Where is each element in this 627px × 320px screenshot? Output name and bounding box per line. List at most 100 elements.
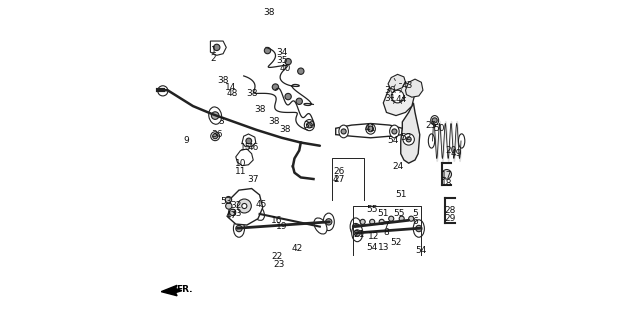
Text: 47: 47	[225, 211, 237, 220]
Text: 29: 29	[444, 214, 456, 223]
Text: 33: 33	[230, 209, 241, 219]
Ellipse shape	[352, 224, 363, 242]
Text: 45: 45	[255, 200, 267, 209]
Circle shape	[389, 216, 394, 221]
Text: 53: 53	[221, 197, 232, 206]
Text: 1: 1	[211, 46, 216, 55]
Circle shape	[211, 112, 219, 119]
Text: 15: 15	[240, 143, 251, 152]
Ellipse shape	[251, 204, 265, 220]
Text: 10: 10	[234, 159, 246, 168]
Circle shape	[409, 216, 414, 221]
Text: 44: 44	[395, 95, 406, 104]
Circle shape	[368, 126, 374, 132]
Text: 38: 38	[254, 105, 265, 114]
Circle shape	[158, 86, 168, 96]
Text: 24: 24	[392, 162, 403, 171]
Text: 21: 21	[354, 230, 365, 239]
Circle shape	[213, 134, 218, 139]
Text: 26: 26	[333, 167, 345, 176]
Text: 52: 52	[400, 133, 411, 142]
Text: 34: 34	[276, 48, 287, 57]
Text: 23: 23	[273, 260, 284, 269]
Polygon shape	[335, 124, 403, 138]
Text: 22: 22	[271, 252, 283, 261]
Circle shape	[352, 223, 359, 230]
Text: 17: 17	[441, 172, 453, 180]
Text: 54: 54	[387, 136, 399, 146]
Circle shape	[296, 98, 302, 105]
Circle shape	[307, 122, 312, 128]
Text: 48: 48	[227, 89, 238, 98]
Ellipse shape	[323, 213, 334, 231]
Text: 42: 42	[292, 244, 303, 253]
Text: 37: 37	[248, 174, 259, 184]
Circle shape	[214, 44, 220, 51]
Ellipse shape	[389, 125, 399, 138]
Text: 54: 54	[416, 246, 427, 255]
Ellipse shape	[413, 220, 424, 237]
Circle shape	[370, 219, 375, 224]
Text: 28: 28	[444, 206, 456, 215]
Polygon shape	[401, 103, 419, 163]
Text: 2: 2	[211, 54, 216, 63]
Text: 30: 30	[384, 86, 396, 95]
Ellipse shape	[458, 134, 465, 148]
Ellipse shape	[431, 116, 439, 125]
Circle shape	[406, 137, 411, 142]
Circle shape	[285, 93, 292, 100]
Ellipse shape	[314, 218, 327, 234]
Text: 52: 52	[390, 238, 402, 247]
Text: 5: 5	[412, 209, 418, 219]
Text: 38: 38	[268, 117, 280, 126]
Text: 35: 35	[276, 56, 288, 65]
Text: 16: 16	[271, 216, 283, 225]
Text: 54: 54	[367, 243, 378, 252]
Circle shape	[432, 118, 437, 123]
Text: 13: 13	[377, 243, 389, 252]
Circle shape	[325, 219, 332, 225]
Circle shape	[238, 199, 251, 213]
Text: 31: 31	[384, 94, 396, 103]
Text: 8: 8	[384, 228, 389, 237]
Circle shape	[442, 170, 451, 179]
Text: 20: 20	[446, 146, 457, 155]
Text: 27: 27	[333, 174, 345, 184]
Text: 3: 3	[219, 117, 224, 126]
Circle shape	[416, 225, 422, 232]
Text: 49: 49	[451, 149, 462, 158]
Circle shape	[341, 129, 346, 134]
Text: 40: 40	[279, 63, 291, 73]
Text: 7: 7	[384, 220, 389, 229]
Polygon shape	[383, 81, 415, 116]
Circle shape	[379, 219, 384, 224]
Text: FR.: FR.	[176, 285, 193, 294]
Text: 25: 25	[425, 121, 436, 130]
Text: 14: 14	[225, 83, 237, 92]
Ellipse shape	[339, 125, 349, 138]
Circle shape	[226, 203, 232, 209]
Text: 6: 6	[412, 217, 418, 226]
Circle shape	[242, 204, 247, 209]
Text: 38: 38	[263, 8, 275, 17]
Text: 18: 18	[441, 179, 453, 188]
Circle shape	[272, 84, 278, 90]
Text: 4: 4	[333, 174, 339, 184]
Polygon shape	[211, 41, 226, 55]
Circle shape	[246, 138, 251, 144]
Text: 11: 11	[234, 167, 246, 176]
Text: 43: 43	[401, 81, 413, 90]
Polygon shape	[236, 149, 253, 166]
Circle shape	[298, 68, 304, 74]
Text: 12: 12	[368, 232, 379, 241]
Text: 51: 51	[377, 209, 389, 219]
Ellipse shape	[304, 120, 315, 131]
Ellipse shape	[209, 107, 221, 124]
Circle shape	[354, 230, 361, 236]
Ellipse shape	[366, 124, 376, 134]
Ellipse shape	[428, 134, 435, 148]
Text: 38: 38	[246, 89, 258, 98]
Circle shape	[360, 219, 365, 224]
Text: 38: 38	[218, 76, 229, 85]
Text: 55: 55	[366, 205, 378, 214]
